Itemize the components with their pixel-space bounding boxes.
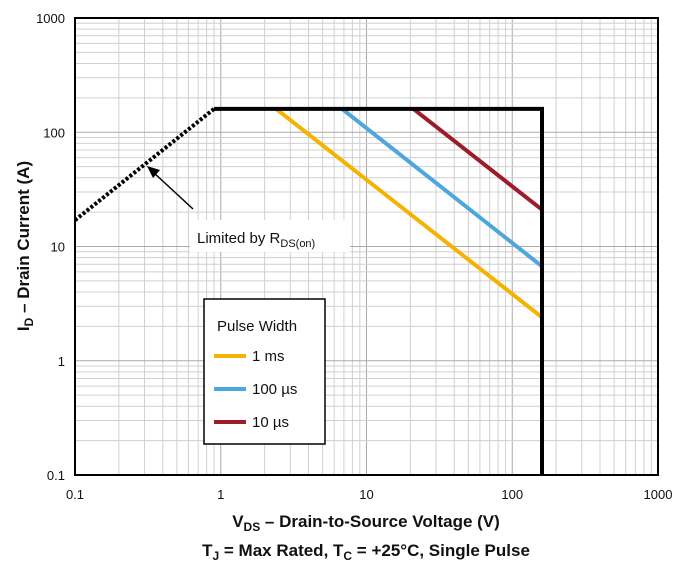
series-line-1 [340,107,544,268]
legend-label-2: 10 µs [252,414,289,431]
legend-label-1: 100 µs [252,381,297,398]
y-tick-label: 1000 [36,11,65,26]
y-tick-label: 10 [51,240,65,255]
legend-title: Pulse Width [217,318,297,335]
legend-box [203,298,326,445]
tick-labels: 0.1 1 10 100 1000 0.1 1 10 100 1000 [36,11,672,502]
annotation-arrow-line [152,171,194,210]
x-tick-label: 100 [501,487,523,502]
series-layer [73,106,544,475]
annotation-box [190,220,350,252]
legend: Pulse Width 1 ms 100 µs 10 µs [203,298,326,445]
y-tick-label: 100 [43,125,65,140]
y-axis-title: ID – Drain Current (A) [14,161,36,331]
series-line-0 [274,107,544,319]
x-tick-label: 0.1 [66,487,84,502]
legend-label-0: 1 ms [252,348,285,365]
soa-boundary-line [214,106,544,475]
x-tick-label: 10 [359,487,373,502]
y-tick-label: 0.1 [47,468,65,483]
y-tick-label: 1 [58,354,65,369]
rdson-annotation: Limited by RDS(on) [147,166,350,252]
x-axis-title: VDS – Drain-to-Source Voltage (V) [232,512,500,534]
annotation-arrowhead [147,166,160,178]
plot-frame [74,17,659,476]
x-tick-label: 1000 [644,487,673,502]
conditions-subtitle: TJ = Max Rated, TC = +25°C, Single Pulse [202,541,530,563]
series-line-2 [412,107,544,212]
annotation-text: Limited by RDS(on) [197,230,315,250]
x-tick-label: 1 [217,487,224,502]
